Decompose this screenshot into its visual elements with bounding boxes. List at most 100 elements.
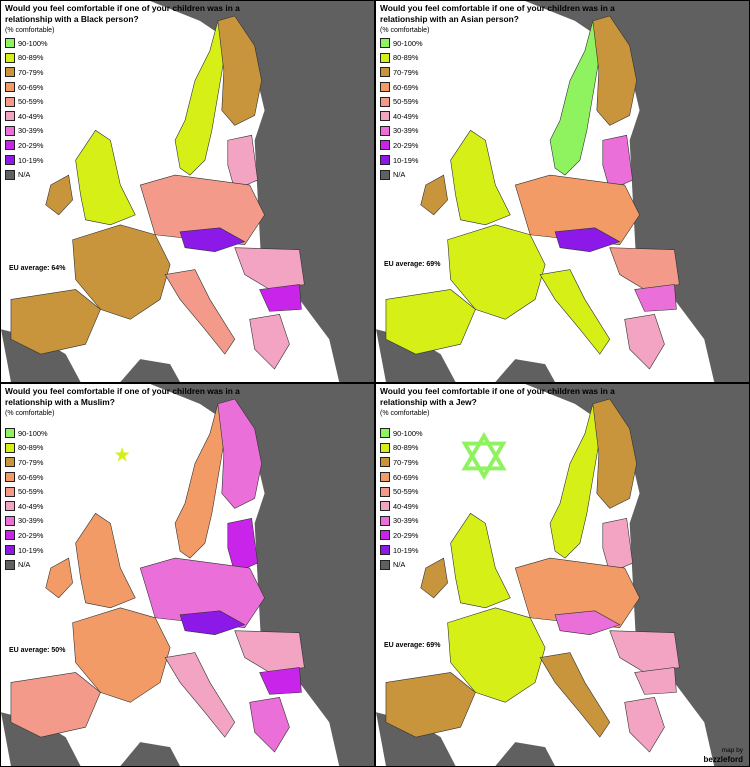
region-bulgaria bbox=[259, 284, 302, 312]
legend-swatch bbox=[5, 428, 15, 439]
legend-swatch bbox=[380, 472, 390, 483]
legend-label: 70-79% bbox=[18, 457, 44, 467]
region-france bbox=[447, 607, 546, 703]
legend-label: 80-89% bbox=[393, 443, 419, 453]
legend-label: 90-100% bbox=[18, 428, 48, 438]
legend-swatch bbox=[5, 545, 15, 556]
legend-label: 30-39% bbox=[18, 516, 44, 526]
legend-item: 50-59% bbox=[5, 484, 48, 499]
legend-swatch bbox=[380, 155, 390, 166]
legend-swatch bbox=[5, 155, 15, 166]
legend-item: 70-79% bbox=[5, 65, 48, 80]
region-uk bbox=[75, 129, 136, 226]
legend-swatch bbox=[5, 559, 15, 570]
map-panel-muslim: Would you feel comfortable if one of you… bbox=[0, 383, 375, 767]
region-central bbox=[554, 610, 621, 635]
legend: 90-100% 80-89% 70-79% 60-69% 50-59% 40-4… bbox=[380, 426, 423, 572]
region-italy bbox=[164, 269, 236, 355]
region-ireland bbox=[45, 174, 73, 216]
legend: 90-100% 80-89% 70-79% 60-69% 50-59% 40-4… bbox=[380, 36, 423, 182]
legend-label: 60-69% bbox=[18, 472, 44, 482]
credit-prefix: map by bbox=[721, 747, 743, 754]
eu-average: EU average: 50% bbox=[9, 647, 66, 654]
legend-label: 80-89% bbox=[18, 53, 44, 63]
legend-item: 10-19% bbox=[380, 153, 423, 168]
region-france bbox=[72, 224, 171, 320]
legend-swatch bbox=[380, 428, 390, 439]
legend-item: 80-89% bbox=[380, 51, 423, 66]
panel-title: Would you feel comfortable if one of you… bbox=[5, 386, 265, 419]
legend-label: 50-59% bbox=[393, 487, 419, 497]
region-iberia bbox=[385, 672, 476, 738]
legend-swatch bbox=[5, 169, 15, 180]
legend-swatch bbox=[380, 67, 390, 78]
legend-label: 40-49% bbox=[18, 111, 44, 121]
region-central bbox=[554, 227, 621, 252]
region-finland bbox=[592, 15, 637, 126]
region-central bbox=[179, 227, 246, 252]
legend-label: 50-59% bbox=[393, 97, 419, 107]
region-bulgaria bbox=[634, 284, 677, 312]
legend-label: 20-29% bbox=[393, 140, 419, 150]
legend-label: N/A bbox=[393, 170, 406, 180]
legend-swatch bbox=[5, 486, 15, 497]
legend-label: N/A bbox=[18, 560, 31, 570]
region-finland bbox=[592, 398, 637, 509]
region-finland bbox=[217, 398, 262, 509]
legend-item: 60-69% bbox=[5, 80, 48, 95]
panel-subtitle: (% comfortable) bbox=[380, 27, 430, 34]
legend-label: 30-39% bbox=[393, 126, 419, 136]
legend-label: 90-100% bbox=[18, 38, 48, 48]
legend-label: 90-100% bbox=[393, 38, 423, 48]
legend-item: 70-79% bbox=[5, 455, 48, 470]
legend-item: 70-79% bbox=[380, 65, 423, 80]
legend-item: 40-49% bbox=[380, 109, 423, 124]
region-iberia bbox=[10, 672, 101, 738]
legend-swatch bbox=[5, 501, 15, 512]
legend-swatch bbox=[5, 442, 15, 453]
legend-label: 40-49% bbox=[393, 111, 419, 121]
legend-label: 20-29% bbox=[18, 530, 44, 540]
legend-swatch bbox=[5, 515, 15, 526]
region-bulgaria bbox=[259, 667, 302, 695]
region-uk bbox=[450, 129, 511, 226]
legend-swatch bbox=[380, 442, 390, 453]
map-panel-jew: Would you feel comfortable if one of you… bbox=[375, 383, 750, 767]
map-credit: map by bezzleford bbox=[703, 746, 743, 764]
legend-label: 10-19% bbox=[393, 155, 419, 165]
crescent-star-icon bbox=[90, 439, 130, 477]
legend-swatch bbox=[5, 111, 15, 122]
legend-item: 20-29% bbox=[5, 138, 48, 153]
panel-subtitle: (% comfortable) bbox=[5, 410, 55, 417]
legend-item: 20-29% bbox=[380, 528, 423, 543]
legend-label: 30-39% bbox=[18, 126, 44, 136]
legend-swatch bbox=[5, 457, 15, 468]
legend-label: N/A bbox=[18, 170, 31, 180]
legend-item: 40-49% bbox=[5, 109, 48, 124]
map-panel-asian: Would you feel comfortable if one of you… bbox=[375, 0, 750, 383]
legend-label: 10-19% bbox=[18, 545, 44, 555]
legend-swatch bbox=[380, 545, 390, 556]
legend-label: 40-49% bbox=[18, 501, 44, 511]
legend-label: 60-69% bbox=[393, 82, 419, 92]
region-germany-poland bbox=[139, 557, 265, 629]
legend-swatch bbox=[5, 52, 15, 63]
legend-item: 30-39% bbox=[380, 124, 423, 139]
panel-title: Would you feel comfortable if one of you… bbox=[380, 386, 640, 419]
region-italy bbox=[539, 652, 611, 738]
legend-label: 60-69% bbox=[18, 82, 44, 92]
europe-map bbox=[376, 384, 749, 766]
legend-swatch bbox=[5, 82, 15, 93]
panel-title: Would you feel comfortable if one of you… bbox=[380, 3, 640, 36]
legend-label: 40-49% bbox=[393, 501, 419, 511]
legend-item: 40-49% bbox=[5, 499, 48, 514]
legend-item: N/A bbox=[380, 557, 423, 572]
legend-swatch bbox=[380, 82, 390, 93]
legend-item: 10-19% bbox=[5, 543, 48, 558]
legend-label: 20-29% bbox=[393, 530, 419, 540]
panel-title-text: Would you feel comfortable if one of you… bbox=[5, 386, 240, 407]
legend-swatch bbox=[380, 530, 390, 541]
legend-swatch bbox=[5, 140, 15, 151]
region-greece bbox=[249, 314, 290, 370]
